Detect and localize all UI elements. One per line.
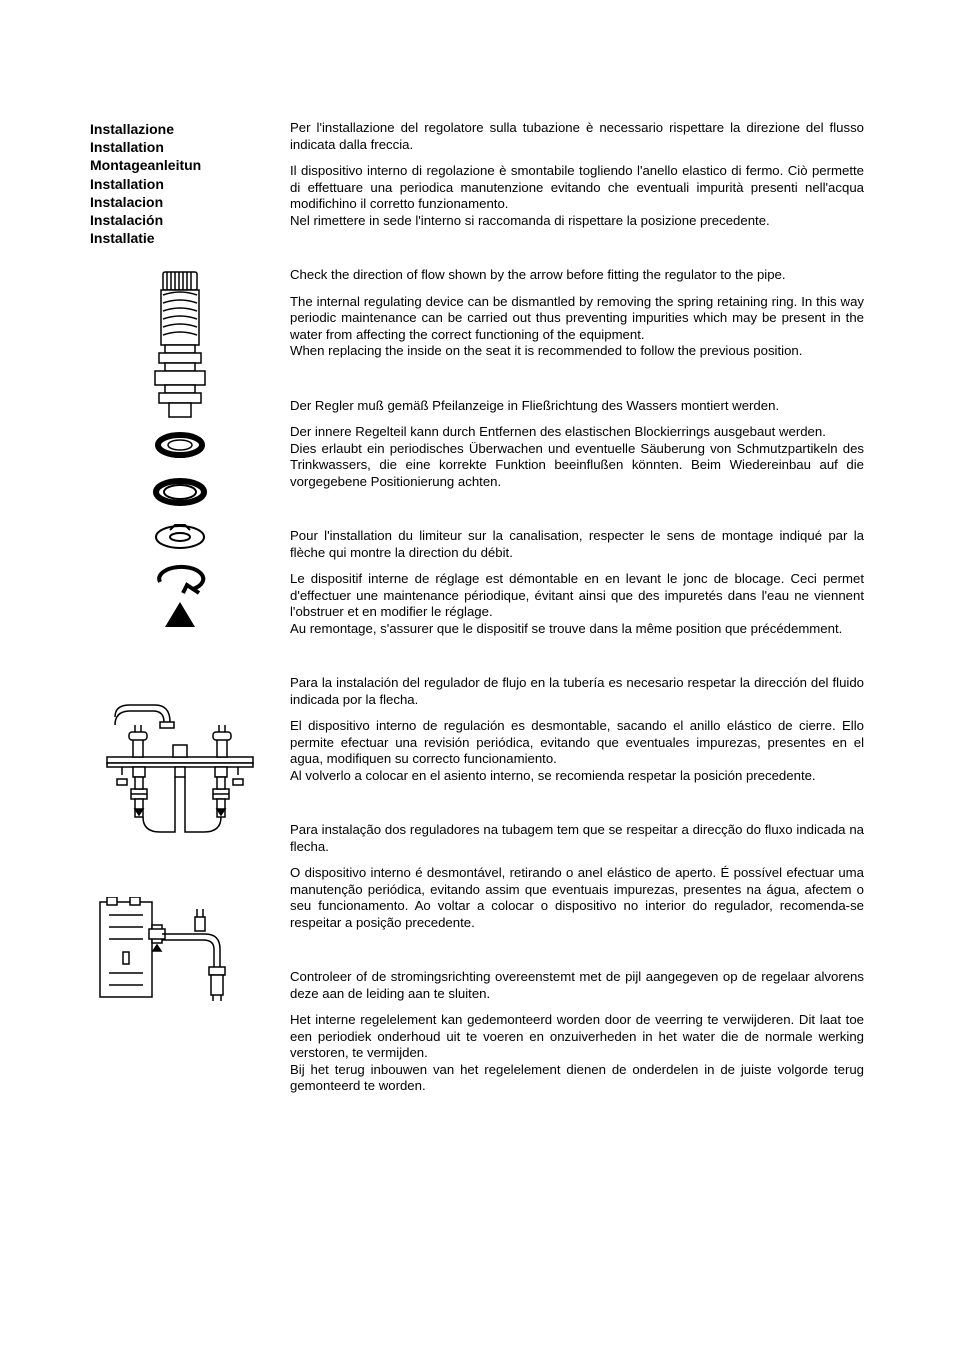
figure-faucet-install [90,697,270,867]
heading-it: Installazione [90,120,270,138]
heading-fr: Installation [90,175,270,193]
section-es: Para la instalación del regulador de flu… [290,675,864,784]
figure-boiler-install [90,897,270,1007]
de-p1: Der Regler muß gemäß Pfeilanzeige in Fli… [290,398,864,415]
main-content: Per l'installazione del regolatore sulla… [290,120,864,1119]
heading-es: Instalacion [90,193,270,211]
section-en: Check the direction of flow shown by the… [290,267,864,360]
section-nl: Controleer of de stromingsrichting overe… [290,969,864,1095]
es-p2: El dispositivo interno de regulación es … [290,718,864,768]
heading-en: Installation [90,138,270,156]
it-p3: Nel rimettere in sede l'interno si racco… [290,213,864,230]
sidebar: Installazione Installation Montageanleit… [90,120,270,1119]
it-p1: Per l'installazione del regolatore sulla… [290,120,864,153]
es-p3: Al volverlo a colocar en el asiento inte… [290,768,864,785]
fr-p2: Le dispositif interne de réglage est dém… [290,571,864,621]
section-it: Per l'installazione del regolatore sulla… [290,120,864,229]
fr-p1: Pour l'installation du limiteur sur la c… [290,528,864,561]
de-p3: Dies erlaubt ein periodisches Überwachen… [290,441,864,491]
heading-de: Montageanleitun [90,156,270,174]
figure-exploded-regulator [90,267,270,627]
fr-p3: Au remontage, s'assurer que le dispositi… [290,621,864,638]
en-p2: The internal regulating device can be di… [290,294,864,344]
section-fr: Pour l'installation du limiteur sur la c… [290,528,864,637]
heading-pt: Instalación [90,211,270,229]
section-de: Der Regler muß gemäß Pfeilanzeige in Fli… [290,398,864,491]
headings-list: Installazione Installation Montageanleit… [90,120,270,247]
pt-p2: O dispositivo interno é desmontável, ret… [290,865,864,931]
nl-p3: Bij het terug inbouwen van het regelelem… [290,1062,864,1095]
en-p3: When replacing the inside on the seat it… [290,343,864,360]
nl-p2: Het interne regelelement kan gedemonteer… [290,1012,864,1062]
it-p2: Il dispositivo interno di regolazione è … [290,163,864,213]
section-pt: Para instalação dos reguladores na tubag… [290,822,864,931]
en-p1: Check the direction of flow shown by the… [290,267,864,284]
pt-p1: Para instalação dos reguladores na tubag… [290,822,864,855]
es-p1: Para la instalación del regulador de flu… [290,675,864,708]
de-p2: Der innere Regelteil kann durch Entferne… [290,424,864,441]
nl-p1: Controleer of de stromingsrichting overe… [290,969,864,1002]
heading-nl: Installatie [90,229,270,247]
